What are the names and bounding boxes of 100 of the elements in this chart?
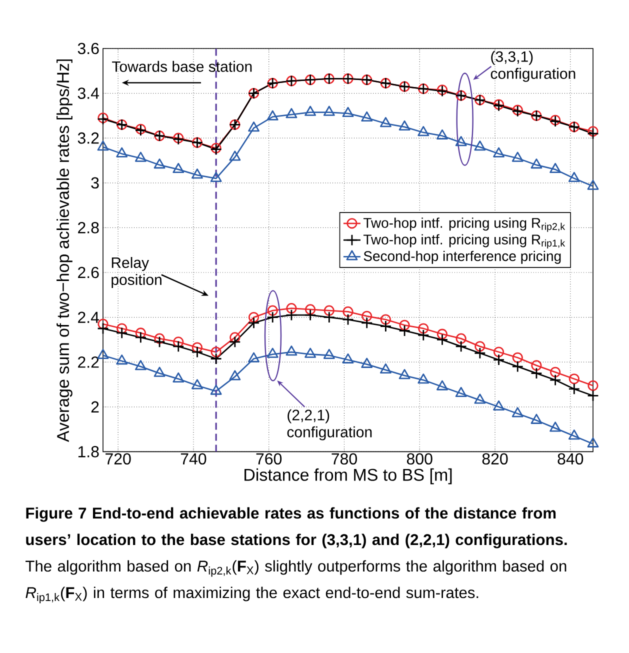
point: [568, 172, 580, 182]
point: [568, 430, 580, 440]
point: [436, 328, 448, 340]
point: [342, 306, 354, 317]
point: [305, 304, 316, 315]
point: [229, 150, 241, 161]
point: [248, 312, 260, 323]
point: [342, 353, 354, 364]
point: [550, 162, 562, 174]
x-tick-label: 780: [332, 453, 357, 465]
point: [568, 383, 580, 395]
point: [116, 354, 128, 365]
point: [398, 120, 410, 130]
point: [154, 158, 166, 169]
x-tick-label: 720: [106, 453, 131, 465]
point: [323, 348, 335, 359]
point: [97, 348, 109, 359]
point: [436, 334, 448, 346]
annotation: Towards base station: [112, 60, 252, 72]
annotation: (3,3,1) configuration: [490, 50, 576, 82]
point: [286, 309, 298, 321]
point: [323, 311, 336, 324]
point: [286, 303, 297, 314]
point: [380, 117, 392, 128]
point: [398, 369, 410, 380]
point: [588, 380, 598, 391]
y-tick-label: 1.8: [78, 446, 99, 458]
point: [549, 374, 562, 386]
point: [399, 320, 410, 330]
y-tick-label: 3.4: [78, 88, 100, 99]
point: [418, 374, 430, 384]
y-tick-label: 2.4: [78, 312, 100, 323]
point: [360, 316, 373, 329]
point: [266, 311, 279, 324]
point: [267, 305, 278, 316]
point: [248, 352, 260, 362]
point: [588, 126, 598, 137]
point: [342, 106, 354, 118]
point: [550, 366, 561, 378]
point: [474, 341, 486, 352]
point: [418, 323, 429, 334]
x-axis-title: Distance from MS to BS [m]: [244, 468, 452, 484]
y-tick-label: 2.6: [78, 266, 99, 278]
point: [587, 390, 599, 402]
point: [210, 172, 222, 182]
point: [417, 329, 430, 342]
point: [398, 324, 410, 337]
legend-label: Second-hop interference pricing: [364, 250, 561, 264]
point: [492, 354, 505, 366]
point: [98, 318, 108, 330]
point: [154, 333, 165, 344]
point: [512, 360, 524, 372]
point: [474, 394, 486, 404]
point: [455, 386, 467, 398]
y-tick-label: 3.2: [78, 132, 99, 144]
point: [436, 380, 448, 390]
point: [229, 370, 241, 380]
point: [436, 129, 448, 140]
point: [229, 336, 241, 348]
x-tick-label: 840: [558, 453, 584, 465]
point: [304, 348, 316, 358]
text: Figure 7 End-to-end achievable rates as functions of the distance from users’ location to the base stations for (3,3,1) and (2,2,1) configurations. The algorithm based on R$_{ip2,k}$(F$_{X}$) slightly outperforms the algorithm based on R$_{ip1,k}$(F$_{X}$) in terms of maximizing the exact end-to-end sum-rates.: [26, 507, 567, 604]
y-tick-label: 2.2: [78, 356, 99, 368]
point: [493, 346, 504, 358]
point: [455, 340, 467, 352]
point: [587, 437, 599, 448]
point: [587, 180, 599, 190]
point: [116, 147, 128, 158]
point: [361, 358, 373, 368]
point: [568, 374, 580, 384]
point: [530, 367, 542, 380]
point: [380, 320, 392, 332]
y-tick-label: 3.6: [78, 42, 99, 54]
point: [266, 110, 278, 120]
x-tick-label: 740: [180, 453, 206, 465]
annotation: Relay position: [112, 257, 162, 288]
point: [324, 305, 334, 316]
point: [192, 342, 203, 353]
point: [531, 360, 542, 371]
point: [286, 108, 298, 118]
legend-label: Two-hop intf. pricing using R$_{rip2,k}$: [363, 218, 566, 232]
y-tick-label: 2.8: [78, 222, 99, 234]
point: [512, 352, 523, 363]
point: [304, 106, 316, 116]
point: [116, 327, 128, 339]
point: [135, 328, 146, 338]
annotation: (2,2,1) configuration: [287, 409, 372, 440]
point: [380, 314, 391, 325]
y-tick-label: 3: [91, 177, 99, 189]
point: [512, 152, 524, 162]
point: [550, 422, 562, 432]
point: [191, 346, 204, 358]
point: [172, 162, 184, 174]
y-tick-label: 2: [91, 401, 99, 412]
x-tick-label: 820: [482, 453, 508, 465]
point: [172, 372, 184, 382]
point: [455, 136, 467, 146]
point: [456, 333, 466, 344]
x-tick-label: 800: [406, 453, 432, 465]
point: [192, 379, 203, 390]
